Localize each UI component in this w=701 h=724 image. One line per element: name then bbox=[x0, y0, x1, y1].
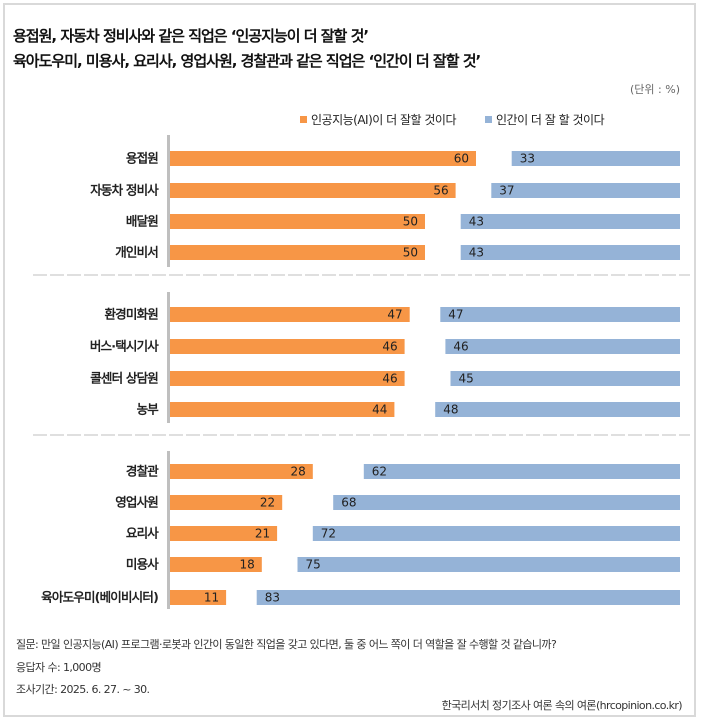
bar-ai bbox=[170, 371, 405, 386]
legend-label-human: 인간이 더 잘 할 것이다 bbox=[496, 113, 605, 127]
data-label-human: 68 bbox=[341, 496, 356, 510]
data-label-ai: 56 bbox=[433, 184, 448, 198]
data-label-ai: 60 bbox=[454, 152, 469, 166]
category-label: 농부 bbox=[137, 402, 160, 417]
bar-human bbox=[491, 183, 680, 198]
bar-human bbox=[445, 339, 680, 354]
respondent-count: 응답자 수: 1,000명 bbox=[16, 661, 102, 674]
data-label-ai: 21 bbox=[255, 527, 270, 541]
data-label-ai: 18 bbox=[240, 558, 255, 572]
data-label-human: 83 bbox=[265, 591, 280, 605]
bar-human bbox=[363, 464, 680, 479]
category-label: 개인비서 bbox=[115, 245, 158, 260]
bar-ai bbox=[170, 214, 425, 229]
bar-ai bbox=[170, 151, 476, 166]
bar-ai bbox=[170, 245, 425, 260]
bar-human bbox=[297, 557, 680, 572]
data-label-human: 48 bbox=[443, 403, 458, 417]
category-label: 육아도우미(베이비시터) bbox=[41, 590, 158, 605]
data-label-ai: 11 bbox=[204, 591, 219, 605]
chart-title-line-1: 용접원, 자동차 정비사와 같은 직업은 ‘인공지능이 더 잘할 것’ bbox=[13, 27, 369, 45]
bar-ai bbox=[170, 590, 227, 605]
legend-label-ai: 인공지능(AI)이 더 잘할 것이다 bbox=[311, 113, 457, 127]
category-label: 환경미화원 bbox=[104, 307, 158, 322]
data-label-human: 72 bbox=[321, 527, 336, 541]
bar-chart: 용접원 60 33 자동차 정비사 56 37 배달원 50 43 개인비서 50 43 환경미화원 47… bbox=[33, 135, 690, 609]
bar-human bbox=[333, 495, 680, 510]
data-label-ai: 46 bbox=[382, 340, 397, 354]
category-label: 버스·택시기사 bbox=[90, 339, 159, 354]
data-label-human: 46 bbox=[453, 340, 468, 354]
legend-item-ai: 인공지능(AI)이 더 잘할 것이다 bbox=[300, 111, 457, 128]
data-label-human: 33 bbox=[520, 152, 535, 166]
bar-human bbox=[450, 371, 680, 386]
data-label-ai: 44 bbox=[372, 403, 387, 417]
bar-ai bbox=[170, 307, 410, 322]
survey-question: 질문: 만일 인공지능(AI) 프로그램·로봇과 인간이 동일한 직업을 갖고 … bbox=[16, 638, 557, 651]
legend-item-human: 인간이 더 잘 할 것이다 bbox=[485, 111, 605, 128]
survey-period: 조사기간: 2025. 6. 27. ~ 30. bbox=[16, 683, 150, 696]
data-label-human: 75 bbox=[306, 558, 321, 572]
data-label-human: 43 bbox=[469, 215, 484, 229]
category-label: 콜센터 상담원 bbox=[90, 371, 158, 386]
bar-ai bbox=[170, 495, 283, 510]
category-label: 배달원 bbox=[126, 214, 158, 229]
data-label-human: 47 bbox=[448, 308, 463, 322]
bar-human bbox=[460, 245, 680, 260]
bar-human bbox=[511, 151, 680, 166]
data-label-human: 43 bbox=[469, 246, 484, 260]
bar-human bbox=[460, 214, 680, 229]
category-label: 경찰관 bbox=[126, 464, 159, 479]
bar-human bbox=[435, 402, 680, 417]
data-label-ai: 28 bbox=[291, 465, 306, 479]
bar-ai bbox=[170, 557, 262, 572]
chart-title-line-2: 육아도우미, 미용사, 요리사, 영업사원, 경찰관과 같은 직업은 ‘인간이 … bbox=[13, 52, 481, 70]
bar-ai bbox=[170, 526, 278, 541]
category-label: 미용사 bbox=[126, 557, 159, 572]
category-label: 영업사원 bbox=[115, 495, 158, 510]
bar-human bbox=[440, 307, 680, 322]
bar-human bbox=[312, 526, 680, 541]
bar-ai bbox=[170, 183, 456, 198]
data-label-human: 62 bbox=[372, 465, 387, 479]
data-label-human: 45 bbox=[459, 372, 474, 386]
unit-label: (단위 : %) bbox=[630, 83, 680, 96]
data-label-ai: 47 bbox=[387, 308, 402, 322]
bar-human bbox=[256, 590, 680, 605]
data-label-human: 37 bbox=[499, 184, 514, 198]
category-label: 요리사 bbox=[126, 526, 159, 541]
bar-ai bbox=[170, 339, 405, 354]
source: 한국리서치 정기조사 여론 속의 여론(hrcopinion.co.kr) bbox=[441, 699, 683, 712]
data-label-ai: 46 bbox=[382, 372, 397, 386]
data-label-ai: 22 bbox=[260, 496, 275, 510]
chart-card: 용접원, 자동차 정비사와 같은 직업은 ‘인공지능이 더 잘할 것’ 육아도우… bbox=[3, 3, 696, 717]
data-label-ai: 50 bbox=[403, 246, 418, 260]
category-label: 용접원 bbox=[126, 151, 158, 166]
legend-swatch-ai bbox=[300, 116, 307, 123]
bar-ai bbox=[170, 402, 395, 417]
data-label-ai: 50 bbox=[403, 215, 418, 229]
category-label: 자동차 정비사 bbox=[90, 183, 159, 198]
legend-swatch-human bbox=[485, 116, 492, 123]
bar-ai bbox=[170, 464, 313, 479]
